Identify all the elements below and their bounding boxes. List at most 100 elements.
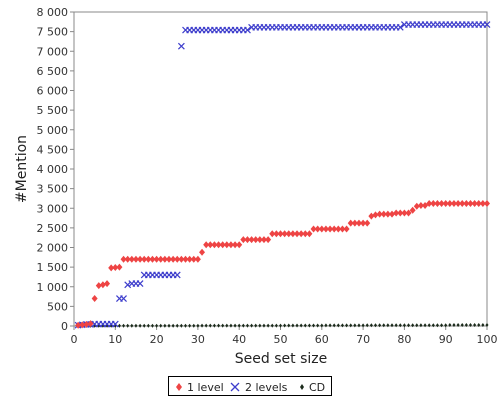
point-cd <box>402 323 406 328</box>
point-1-level <box>409 206 416 214</box>
point-1-level <box>95 282 102 290</box>
point-cd <box>217 323 221 328</box>
point-cd <box>336 323 340 328</box>
x-tick-label: 0 <box>71 333 78 346</box>
point-1-level <box>401 209 408 217</box>
point-2-levels <box>120 295 127 302</box>
point-1-level <box>335 225 342 233</box>
point-cd <box>262 323 266 328</box>
point-1-level <box>112 264 119 272</box>
point-1-level <box>351 219 358 227</box>
point-cd <box>163 323 167 328</box>
point-cd <box>208 323 212 328</box>
point-1-level <box>116 263 123 271</box>
legend-label-2-levels: 2 levels <box>245 381 288 394</box>
point-1-level <box>215 241 222 249</box>
point-1-level <box>108 264 115 272</box>
point-1-level <box>446 200 453 208</box>
point-1-level <box>265 236 272 244</box>
x-tick-label: 80 <box>397 333 411 346</box>
point-1-level <box>145 255 152 263</box>
point-1-level <box>248 236 255 244</box>
point-1-level <box>364 219 371 227</box>
point-cd <box>365 323 369 328</box>
point-cd <box>444 323 448 328</box>
y-tick-label: 6 500 <box>37 65 69 78</box>
point-cd <box>307 323 311 328</box>
legend-marker-2-levels <box>230 382 240 392</box>
x-tick-label: 100 <box>477 333 498 346</box>
point-1-level <box>384 210 391 218</box>
point-1-level <box>83 320 90 328</box>
x-axis-label: Seed set size <box>235 351 327 367</box>
point-cd <box>237 323 241 328</box>
point-1-level <box>417 202 424 210</box>
point-1-level <box>475 200 482 208</box>
point-1-level <box>91 295 98 303</box>
point-cd <box>167 323 171 328</box>
point-2-levels <box>173 271 181 279</box>
point-cd <box>126 323 130 328</box>
point-1-level <box>343 225 350 233</box>
point-cd <box>245 323 249 328</box>
point-1-level <box>397 209 404 217</box>
point-1-level <box>405 209 412 217</box>
point-1-level <box>128 255 135 263</box>
point-1-level <box>182 255 189 263</box>
x-tick-label: 10 <box>108 333 122 346</box>
point-1-level <box>331 225 338 233</box>
point-cd <box>196 323 200 328</box>
point-1-level <box>132 255 139 263</box>
point-cd <box>225 323 229 328</box>
point-1-level <box>120 255 127 263</box>
x-tick-label: 60 <box>315 333 329 346</box>
y-tick-label: 7 000 <box>37 45 69 58</box>
point-1-level <box>236 241 243 249</box>
point-cd <box>184 323 188 328</box>
point-1-level <box>124 255 131 263</box>
point-1-level <box>393 209 400 217</box>
point-cd <box>452 323 456 328</box>
point-cd <box>150 323 154 328</box>
point-1-level <box>260 236 267 244</box>
point-cd <box>291 323 295 328</box>
point-1-level <box>459 200 466 208</box>
y-tick-label: 5 000 <box>37 124 69 137</box>
point-2-levels <box>177 42 185 50</box>
point-cd <box>448 323 452 328</box>
point-cd <box>464 323 468 328</box>
point-cd <box>188 323 192 328</box>
point-cd <box>130 323 134 328</box>
point-1-level <box>244 236 251 244</box>
point-cd <box>328 323 332 328</box>
point-1-level <box>190 255 197 263</box>
point-cd <box>382 323 386 328</box>
y-tick-label: 7 500 <box>37 26 69 39</box>
point-1-level <box>87 320 94 328</box>
x-tick-label: 20 <box>150 333 164 346</box>
point-cd <box>485 323 489 328</box>
point-cd <box>316 323 320 328</box>
point-1-level <box>298 230 305 238</box>
point-cd <box>279 323 282 328</box>
point-1-level <box>355 219 362 227</box>
y-tick-label: 2 500 <box>37 222 69 235</box>
point-1-level <box>281 230 288 238</box>
y-tick-label: 2 000 <box>37 242 69 255</box>
y-tick-label: 1 500 <box>37 261 69 274</box>
point-cd <box>192 323 196 328</box>
point-cd <box>229 323 233 328</box>
point-1-level <box>240 236 247 244</box>
x-axis-ticks: 0 10 20 30 40 50 60 70 80 90 100 <box>71 326 498 346</box>
point-cd <box>295 323 299 328</box>
point-1-level <box>347 219 354 227</box>
point-cd <box>200 323 204 328</box>
point-cd <box>287 323 291 328</box>
x-tick-label: 30 <box>191 333 205 346</box>
point-1-level <box>434 200 441 208</box>
point-cd <box>357 323 361 328</box>
point-cd <box>155 323 159 328</box>
point-1-level <box>277 230 284 238</box>
point-cd <box>179 323 183 328</box>
